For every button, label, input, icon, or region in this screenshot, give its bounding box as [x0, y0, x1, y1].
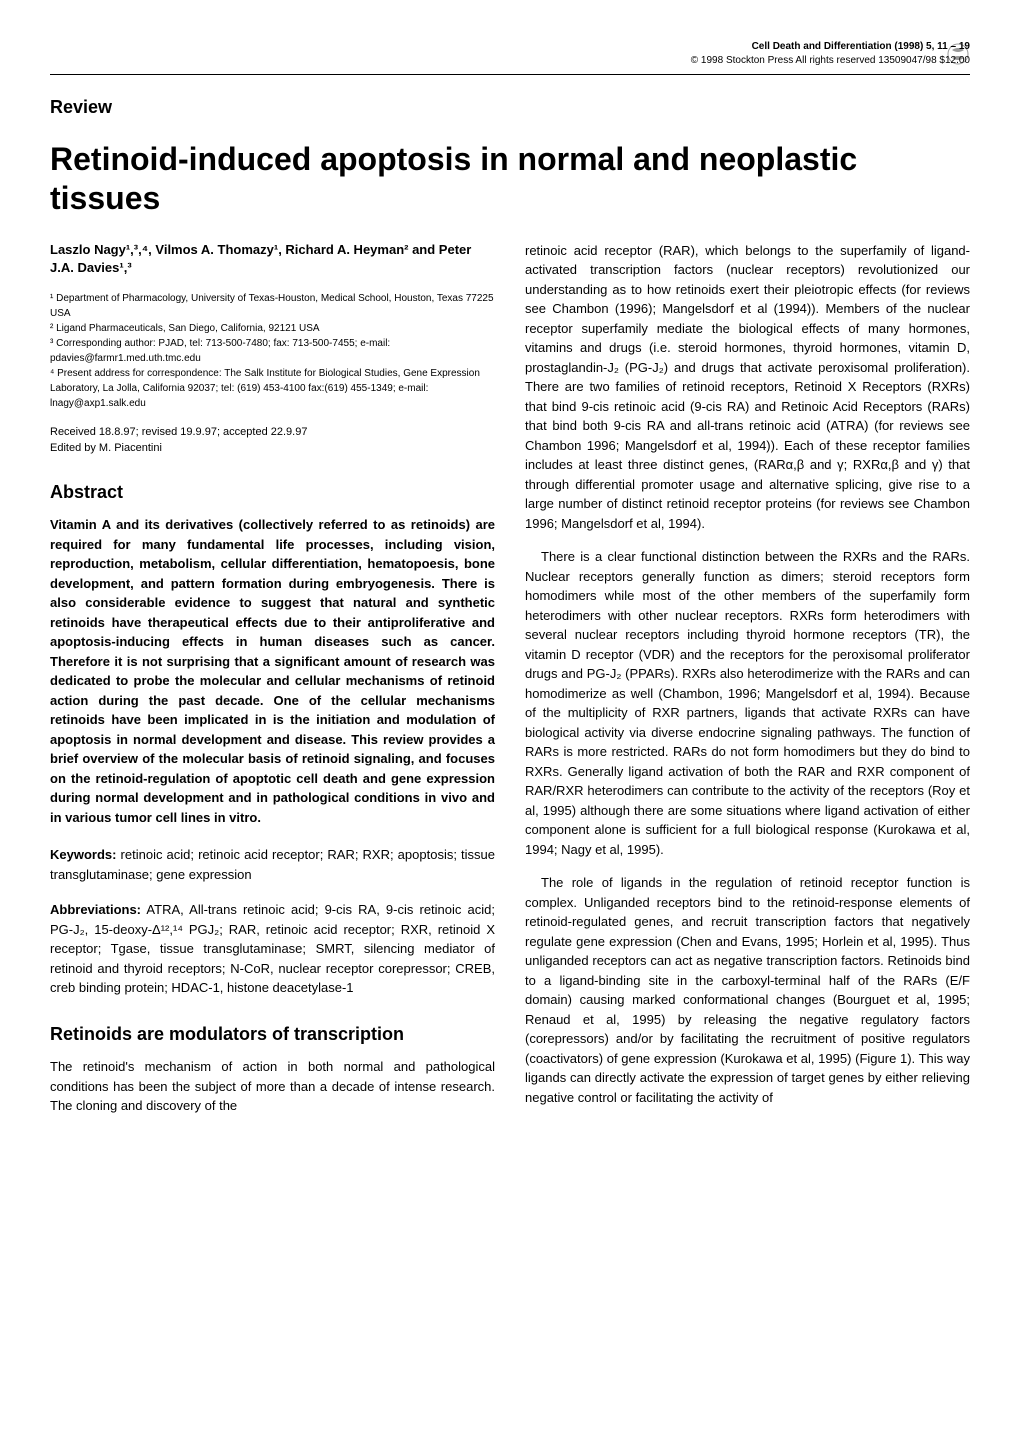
keywords-block: Keywords: retinoic acid; retinoic acid r… — [50, 845, 495, 884]
col2-paragraph3: The role of ligands in the regulation of… — [525, 873, 970, 1107]
section1-heading: Retinoids are modulators of transcriptio… — [50, 1022, 495, 1047]
abbreviations-block: Abbreviations: ATRA, All-trans retinoic … — [50, 900, 495, 998]
abbreviations-label: Abbreviations: — [50, 902, 141, 917]
affiliations: ¹ Department of Pharmacology, University… — [50, 291, 495, 411]
received-date: Received 18.8.97; revised 19.9.97; accep… — [50, 425, 495, 440]
left-column: Laszlo Nagy¹,³,⁴, Vilmos A. Thomazy¹, Ri… — [50, 241, 495, 1130]
copyright-line: © 1998 Stockton Press All rights reserve… — [50, 54, 970, 68]
keywords-label: Keywords: — [50, 847, 116, 862]
abstract-body: Vitamin A and its derivatives (collectiv… — [50, 515, 495, 827]
article-dates: Received 18.8.97; revised 19.9.97; accep… — [50, 425, 495, 456]
col2-paragraph1: retinoic acid receptor (RAR), which belo… — [525, 241, 970, 534]
right-column: retinoic acid receptor (RAR), which belo… — [525, 241, 970, 1130]
affiliation-2: ² Ligand Pharmaceuticals, San Diego, Cal… — [50, 321, 495, 336]
journal-title: Cell Death and Differentiation (1998) 5,… — [50, 40, 970, 54]
article-title: Retinoid-induced apoptosis in normal and… — [50, 140, 970, 217]
authors: Laszlo Nagy¹,³,⁴, Vilmos A. Thomazy¹, Ri… — [50, 241, 495, 277]
col2-paragraph2: There is a clear functional distinction … — [525, 547, 970, 859]
edited-by: Edited by M. Piacentini — [50, 441, 495, 456]
affiliation-4: ⁴ Present address for correspondence: Th… — [50, 366, 495, 411]
section1-paragraph1: The retinoid's mechanism of action in bo… — [50, 1057, 495, 1116]
two-column-layout: Laszlo Nagy¹,³,⁴, Vilmos A. Thomazy¹, Ri… — [50, 241, 970, 1130]
keywords-text: retinoic acid; retinoic acid receptor; R… — [50, 847, 495, 882]
header-divider — [50, 74, 970, 75]
journal-header: Cell Death and Differentiation (1998) 5,… — [50, 40, 970, 68]
affiliation-1: ¹ Department of Pharmacology, University… — [50, 291, 495, 321]
affiliation-3: ³ Corresponding author: PJAD, tel: 713-5… — [50, 336, 495, 366]
abstract-heading: Abstract — [50, 480, 495, 505]
review-label: Review — [50, 95, 970, 120]
